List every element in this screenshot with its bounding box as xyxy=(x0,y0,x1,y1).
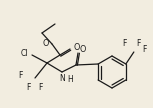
Text: F: F xyxy=(26,83,30,91)
Text: O: O xyxy=(43,38,49,48)
Text: Cl: Cl xyxy=(21,48,28,57)
Text: N: N xyxy=(59,74,65,83)
Text: O: O xyxy=(80,44,86,53)
Text: F: F xyxy=(18,71,22,80)
Text: F: F xyxy=(38,83,42,91)
Text: F: F xyxy=(142,45,146,55)
Text: H: H xyxy=(67,75,73,84)
Text: F: F xyxy=(136,38,140,48)
Text: O: O xyxy=(73,44,79,52)
Text: F: F xyxy=(123,40,127,48)
